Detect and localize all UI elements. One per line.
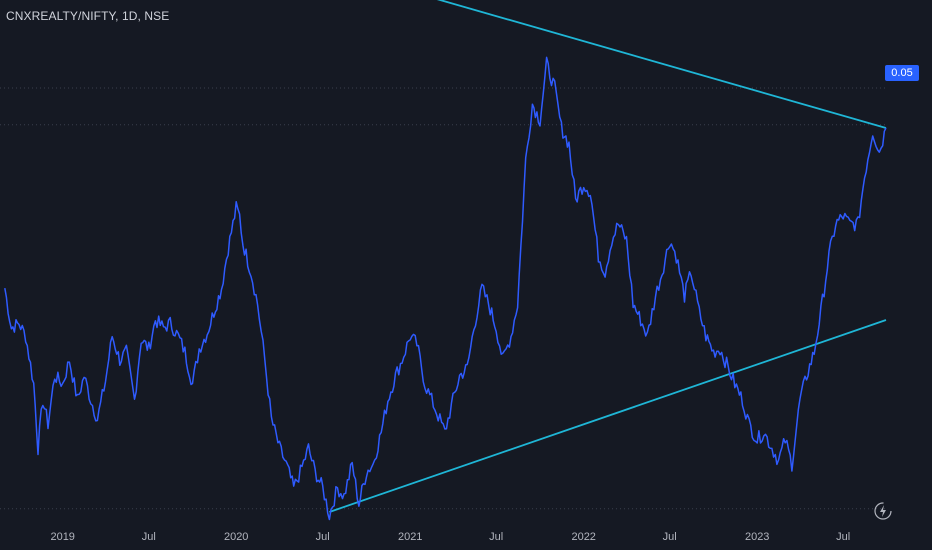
x-axis-ticks: 2019 Jul 2020 Jul 2021 Jul 2022 Jul 2023 Jul [50, 531, 850, 543]
x-tick-label-4: 2021 [398, 531, 422, 543]
x-tick-label-7: Jul [663, 531, 677, 543]
series-layer [4, 56, 887, 521]
x-tick-label-1: Jul [142, 531, 156, 543]
x-tick-label-2: 2020 [224, 531, 248, 543]
trendline-resistance[interactable] [396, 0, 887, 129]
current-price-badge: 0.05 [885, 65, 919, 81]
lightning-icon[interactable] [873, 501, 893, 521]
series-line-0 [4, 56, 887, 521]
symbol-title: CNXREALTY/NIFTY, 1D, NSE [6, 9, 170, 23]
x-tick-label-3: Jul [316, 531, 330, 543]
x-tick-label-9: Jul [836, 531, 850, 543]
horizontal-reference-lines [0, 87, 886, 510]
x-tick-label-8: 2023 [745, 531, 769, 543]
x-tick-label-6: 2022 [571, 531, 595, 543]
trendlines [329, 0, 887, 513]
trendline-support[interactable] [329, 319, 887, 513]
x-tick-label-0: 2019 [50, 531, 74, 543]
x-tick-label-5: Jul [489, 531, 503, 543]
